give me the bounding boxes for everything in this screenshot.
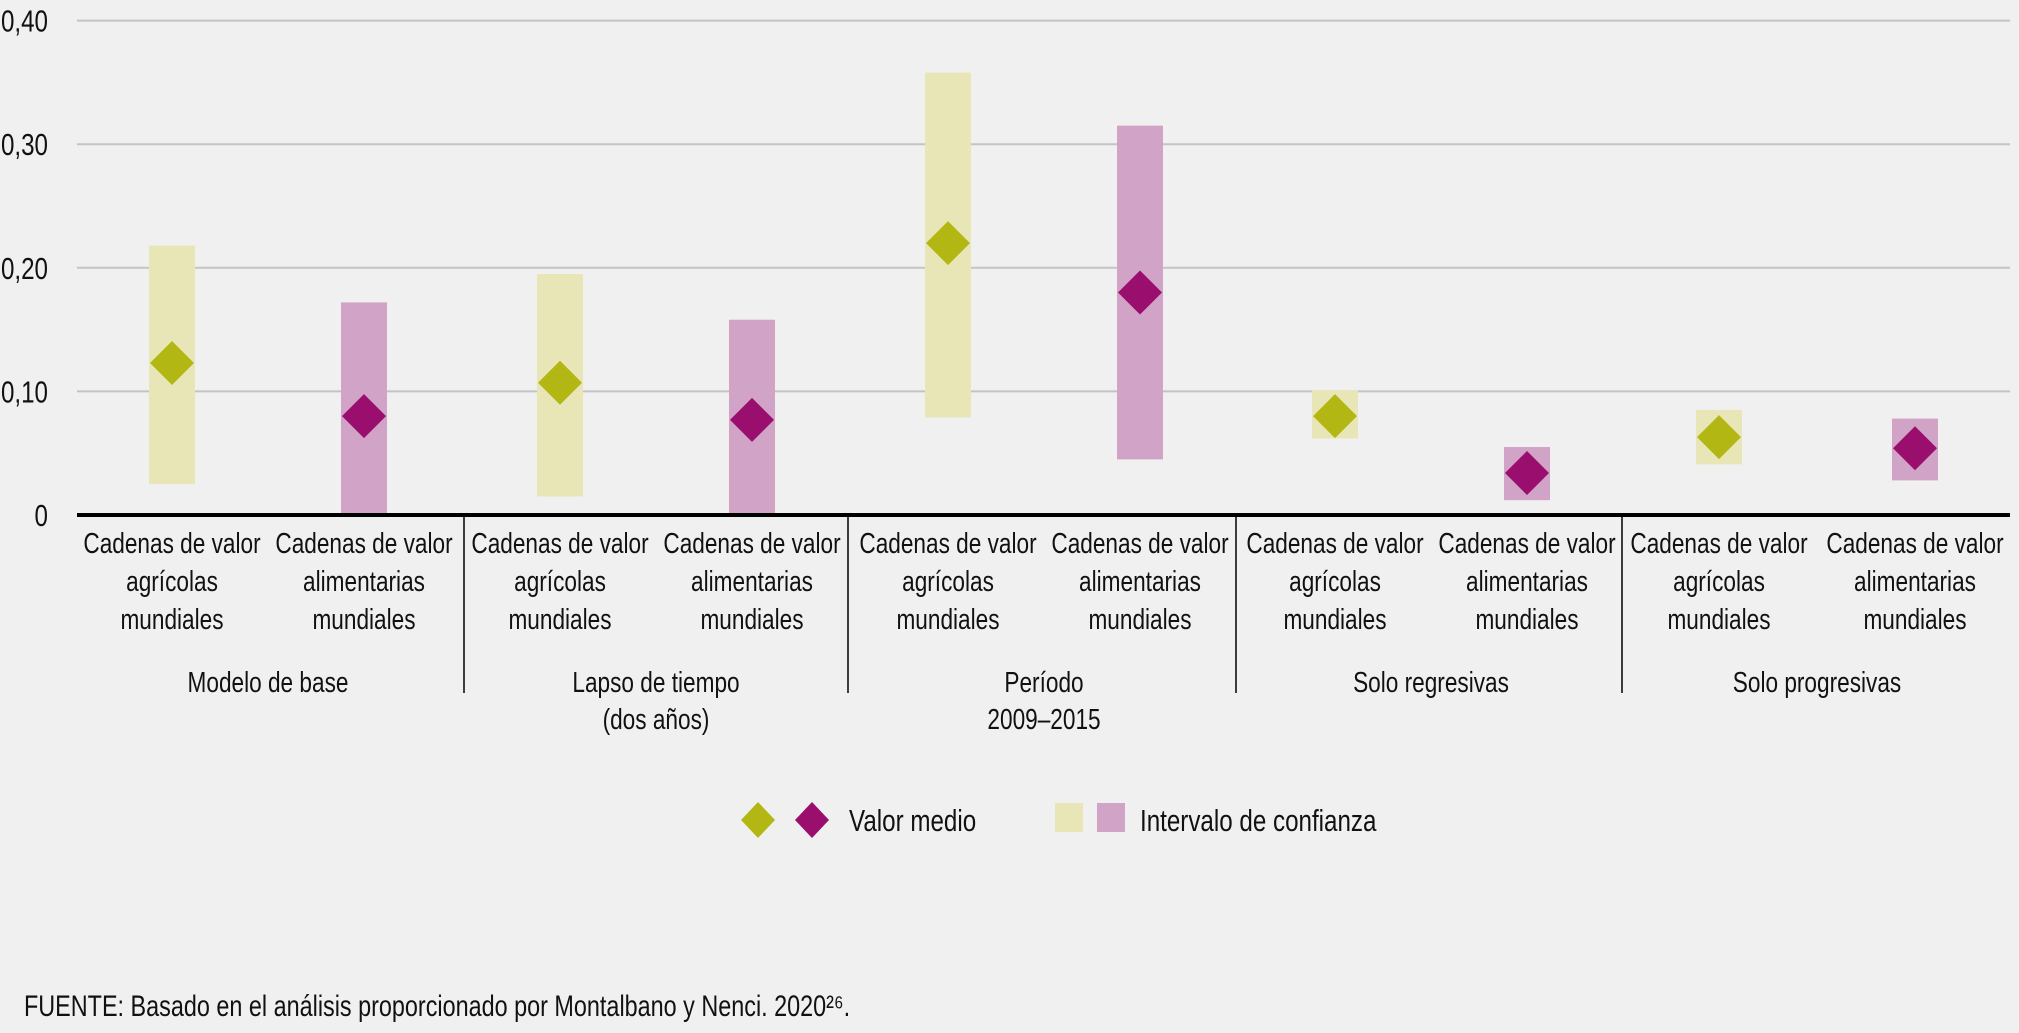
group-label: (dos años) bbox=[603, 702, 710, 735]
gridlines bbox=[77, 19, 2010, 393]
y-tick-label: 0,40 bbox=[1, 4, 48, 39]
category-label: mundiales bbox=[700, 602, 803, 635]
category-label: agrícolas bbox=[1673, 564, 1765, 597]
legend-mean-marker-agricultural bbox=[741, 802, 775, 838]
category-label: Cadenas de valor bbox=[83, 526, 261, 559]
mean-marker bbox=[150, 340, 194, 385]
category-label: mundiales bbox=[1475, 602, 1578, 635]
category-label: mundiales bbox=[896, 602, 999, 635]
group-label: Lapso de tiempo bbox=[572, 665, 739, 698]
category-label: Cadenas de valor bbox=[275, 526, 453, 559]
category-label: mundiales bbox=[508, 602, 611, 635]
category-label: Cadenas de valor bbox=[1630, 526, 1808, 559]
legend: Valor medio Intervalo de confianza bbox=[741, 802, 1377, 838]
mean-marker bbox=[1118, 270, 1162, 315]
category-label: mundiales bbox=[1863, 602, 1966, 635]
y-tick-label: 0,10 bbox=[1, 375, 48, 410]
group-labels: Modelo de base Lapso de tiempo (dos años) P… bbox=[188, 665, 1902, 735]
group-label: Modelo de base bbox=[188, 665, 349, 698]
category-label: mundiales bbox=[312, 602, 415, 635]
group-label: Solo progresivas bbox=[1733, 665, 1901, 698]
mean-markers bbox=[150, 221, 1937, 495]
group-label: 2009–2015 bbox=[987, 702, 1100, 735]
y-axis-tick-labels: 0 0,10 0,20 0,30 0,40 bbox=[1, 4, 48, 533]
mean-marker bbox=[926, 221, 970, 266]
category-label: Cadenas de valor bbox=[663, 526, 841, 559]
mean-marker bbox=[1505, 450, 1549, 495]
legend-ci-label: Intervalo de confianza bbox=[1140, 803, 1377, 838]
mean-marker bbox=[730, 397, 774, 442]
category-label: mundiales bbox=[1283, 602, 1386, 635]
category-label: alimentarias bbox=[1466, 564, 1588, 597]
category-label: agrícolas bbox=[514, 564, 606, 597]
category-label: Cadenas de valor bbox=[471, 526, 649, 559]
mean-marker bbox=[1697, 415, 1741, 460]
category-label: agrícolas bbox=[902, 564, 994, 597]
category-label: agrícolas bbox=[126, 564, 218, 597]
category-label: Cadenas de valor bbox=[1051, 526, 1229, 559]
group-separators bbox=[463, 515, 1623, 693]
category-label: mundiales bbox=[1667, 602, 1770, 635]
category-label: Cadenas de valor bbox=[1246, 526, 1424, 559]
category-label: mundiales bbox=[120, 602, 223, 635]
mean-marker bbox=[538, 360, 582, 405]
category-label: alimentarias bbox=[1854, 564, 1976, 597]
y-tick-label: 0 bbox=[35, 498, 48, 533]
group-label: Solo regresivas bbox=[1353, 665, 1509, 698]
category-label: alimentarias bbox=[691, 564, 813, 597]
y-tick-label: 0,30 bbox=[1, 127, 48, 162]
mean-marker bbox=[1313, 394, 1357, 439]
mean-marker bbox=[1893, 426, 1937, 471]
category-label: mundiales bbox=[1088, 602, 1191, 635]
category-label: alimentarias bbox=[1079, 564, 1201, 597]
category-label: agrícolas bbox=[1289, 564, 1381, 597]
group-label: Período bbox=[1004, 665, 1083, 698]
category-label: alimentarias bbox=[303, 564, 425, 597]
mean-marker bbox=[342, 394, 386, 439]
legend-ci-swatch-agricultural bbox=[1055, 803, 1083, 832]
legend-ci-swatch-food bbox=[1097, 803, 1125, 832]
y-tick-label: 0,20 bbox=[1, 251, 48, 286]
category-labels: Cadenas de valor agrícolas mundiales Cadena… bbox=[83, 526, 2004, 635]
category-label: Cadenas de valor bbox=[859, 526, 1037, 559]
legend-mean-label: Valor medio bbox=[849, 803, 976, 838]
category-label: Cadenas de valor bbox=[1438, 526, 1616, 559]
legend-mean-marker-food bbox=[795, 802, 829, 838]
category-label: Cadenas de valor bbox=[1826, 526, 2004, 559]
source-note: FUENTE: Basado en el análisis proporcion… bbox=[24, 989, 850, 1022]
